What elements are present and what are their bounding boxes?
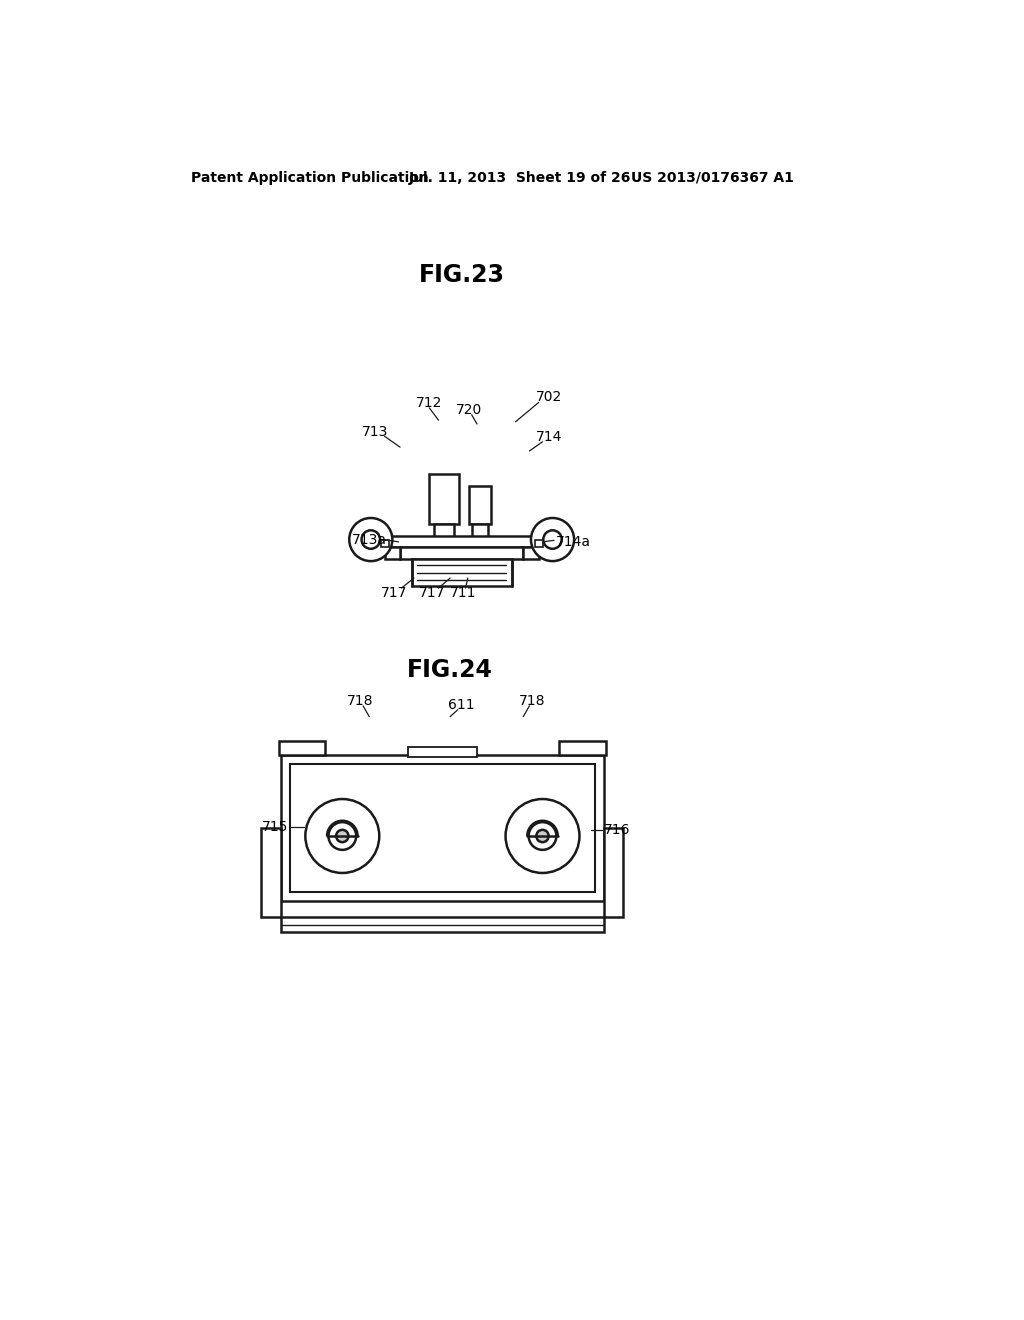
Text: FIG.24: FIG.24 xyxy=(408,659,493,682)
Text: US 2013/0176367 A1: US 2013/0176367 A1 xyxy=(631,170,794,185)
Bar xyxy=(281,755,604,902)
Text: 718: 718 xyxy=(347,694,374,709)
Bar xyxy=(290,764,595,892)
Bar xyxy=(281,917,604,932)
Text: 715: 715 xyxy=(262,820,289,834)
Circle shape xyxy=(329,822,356,850)
Text: Jul. 11, 2013  Sheet 19 of 26: Jul. 11, 2013 Sheet 19 of 26 xyxy=(410,170,632,185)
Bar xyxy=(469,486,490,524)
Text: 711: 711 xyxy=(450,586,476,601)
Bar xyxy=(559,742,605,755)
Text: 714a: 714a xyxy=(556,535,592,549)
Bar xyxy=(280,742,326,755)
Text: FIG.23: FIG.23 xyxy=(419,264,505,288)
Bar xyxy=(412,558,512,586)
Text: 718: 718 xyxy=(519,694,546,709)
Bar xyxy=(408,747,477,758)
Circle shape xyxy=(506,799,580,873)
Bar xyxy=(400,548,523,558)
Text: 714: 714 xyxy=(536,430,562,444)
Circle shape xyxy=(361,531,380,549)
Bar xyxy=(261,829,281,917)
Bar xyxy=(429,474,459,524)
Bar xyxy=(434,524,454,548)
Text: Patent Application Publication: Patent Application Publication xyxy=(190,170,428,185)
Text: 717: 717 xyxy=(419,586,445,601)
Bar xyxy=(472,524,487,548)
Text: 712: 712 xyxy=(416,396,442,411)
Bar xyxy=(535,540,543,548)
Circle shape xyxy=(336,830,348,842)
Text: 716: 716 xyxy=(604,822,631,837)
Text: 717: 717 xyxy=(381,586,408,601)
Bar xyxy=(385,548,400,558)
Bar xyxy=(523,548,539,558)
Text: 702: 702 xyxy=(536,391,562,404)
Circle shape xyxy=(349,517,392,561)
Circle shape xyxy=(305,799,379,873)
Circle shape xyxy=(531,517,574,561)
Text: 713: 713 xyxy=(362,425,388,438)
Bar xyxy=(385,536,539,548)
Text: 720: 720 xyxy=(457,403,482,417)
Text: 611: 611 xyxy=(449,698,475,711)
Circle shape xyxy=(537,830,549,842)
Circle shape xyxy=(528,822,556,850)
Bar xyxy=(381,540,388,548)
Text: 713a: 713a xyxy=(352,532,387,546)
Bar xyxy=(604,829,624,917)
Circle shape xyxy=(544,531,562,549)
